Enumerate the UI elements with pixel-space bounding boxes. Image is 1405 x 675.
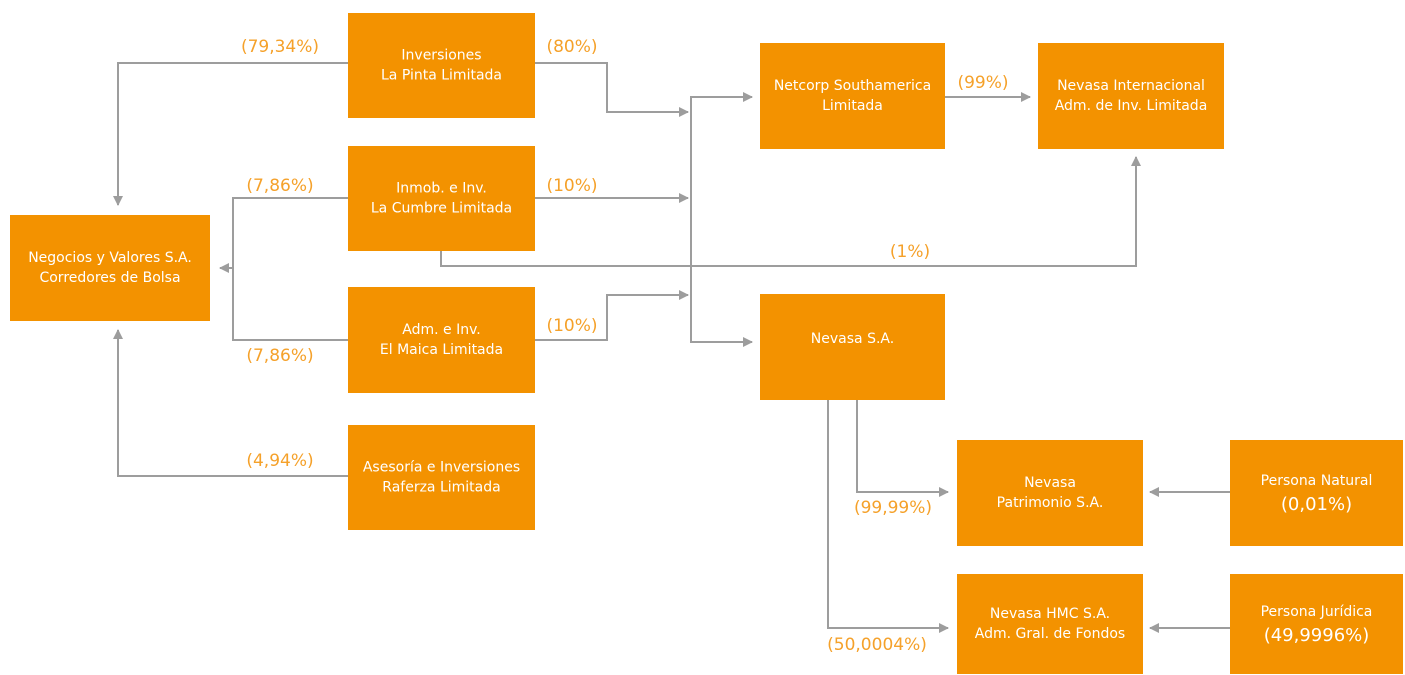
node: Negocios y Valores S.A. Corredores de Bol… <box>10 215 210 321</box>
percentage-label: (80%) <box>546 37 597 57</box>
node-label: Inmob. e Inv. <box>396 181 487 197</box>
node-label: La Pinta Limitada <box>381 68 502 84</box>
percentage-label: (4,94%) <box>246 451 313 471</box>
percentage-label: (7,86%) <box>246 346 313 366</box>
percentage-label: (7,86%) <box>246 176 313 196</box>
percentage-label: (10%) <box>546 176 597 196</box>
node-label: Nevasa <box>1024 475 1076 491</box>
node-label: Negocios y Valores S.A. <box>28 250 192 266</box>
node: Nevasa Internacional Adm. de Inv. Limitad… <box>1038 43 1224 149</box>
node-label: Limitada <box>822 98 883 114</box>
node: Asesoría e Inversiones Raferza Limitada <box>348 425 535 530</box>
connector <box>113 62 348 206</box>
node: Nevasa S.A. <box>760 294 945 400</box>
percentage-label: (50,0004%) <box>827 635 927 655</box>
node-label: Netcorp Southamerica <box>774 78 931 94</box>
node-box <box>760 43 945 149</box>
node-label: Adm. Gral. de Fondos <box>975 626 1125 642</box>
node: Inversiones La Pinta Limitada <box>348 13 535 118</box>
node-box <box>1230 574 1403 674</box>
percentage-label: (10%) <box>546 316 597 336</box>
node-box <box>348 13 535 118</box>
node-box <box>10 215 210 321</box>
connector <box>827 400 949 633</box>
node: Adm. e Inv. El Maica Limitada <box>348 287 535 393</box>
node-box <box>1038 43 1224 149</box>
node-label: Raferza Limitada <box>382 480 500 496</box>
node: Nevasa Patrimonio S.A. <box>957 440 1143 546</box>
node-label: Nevasa Internacional <box>1057 78 1205 94</box>
node-label: Adm. e Inv. <box>402 322 480 338</box>
node-label: (0,01%) <box>1281 494 1352 515</box>
node-label: Nevasa S.A. <box>811 331 894 347</box>
node-label: Nevasa HMC S.A. <box>990 606 1110 622</box>
node: Persona Jurídica (49,9996%) <box>1230 574 1403 674</box>
connector <box>440 156 1141 267</box>
percentage-label: (99,99%) <box>854 498 932 518</box>
node: Netcorp Southamerica Limitada <box>760 43 945 149</box>
node-label: Inversiones <box>401 48 481 64</box>
connector <box>535 62 689 117</box>
node-box <box>760 294 945 400</box>
node-label: Persona Natural <box>1261 473 1373 489</box>
connector <box>113 329 348 477</box>
node-label: La Cumbre Limitada <box>371 201 512 217</box>
node: Persona Natural (0,01%) <box>1230 440 1403 546</box>
node-box <box>348 425 535 530</box>
node-label: Persona Jurídica <box>1261 604 1373 620</box>
connector <box>856 400 949 497</box>
node-label: (49,9996%) <box>1264 625 1370 646</box>
node-box <box>957 440 1143 546</box>
node-label: Adm. de Inv. Limitada <box>1055 98 1208 114</box>
node: Inmob. e Inv. La Cumbre Limitada <box>348 146 535 251</box>
node-label: Asesoría e Inversiones <box>363 460 520 476</box>
node-label: Corredores de Bolsa <box>39 270 180 286</box>
percentage-label: (1%) <box>890 242 930 262</box>
connector <box>535 290 689 341</box>
percentage-label: (99%) <box>957 73 1008 93</box>
node-label: Patrimonio S.A. <box>997 495 1104 511</box>
node-box <box>348 287 535 393</box>
node-box <box>957 574 1143 674</box>
connector <box>690 92 753 342</box>
connector <box>219 197 348 273</box>
connector <box>232 268 348 341</box>
node-box <box>348 146 535 251</box>
connectors <box>113 62 1230 633</box>
node-label: El Maica Limitada <box>380 342 503 358</box>
percentage-label: (79,34%) <box>241 37 319 57</box>
node-box <box>1230 440 1403 546</box>
node: Nevasa HMC S.A. Adm. Gral. de Fondos <box>957 574 1143 674</box>
connector <box>690 200 753 347</box>
